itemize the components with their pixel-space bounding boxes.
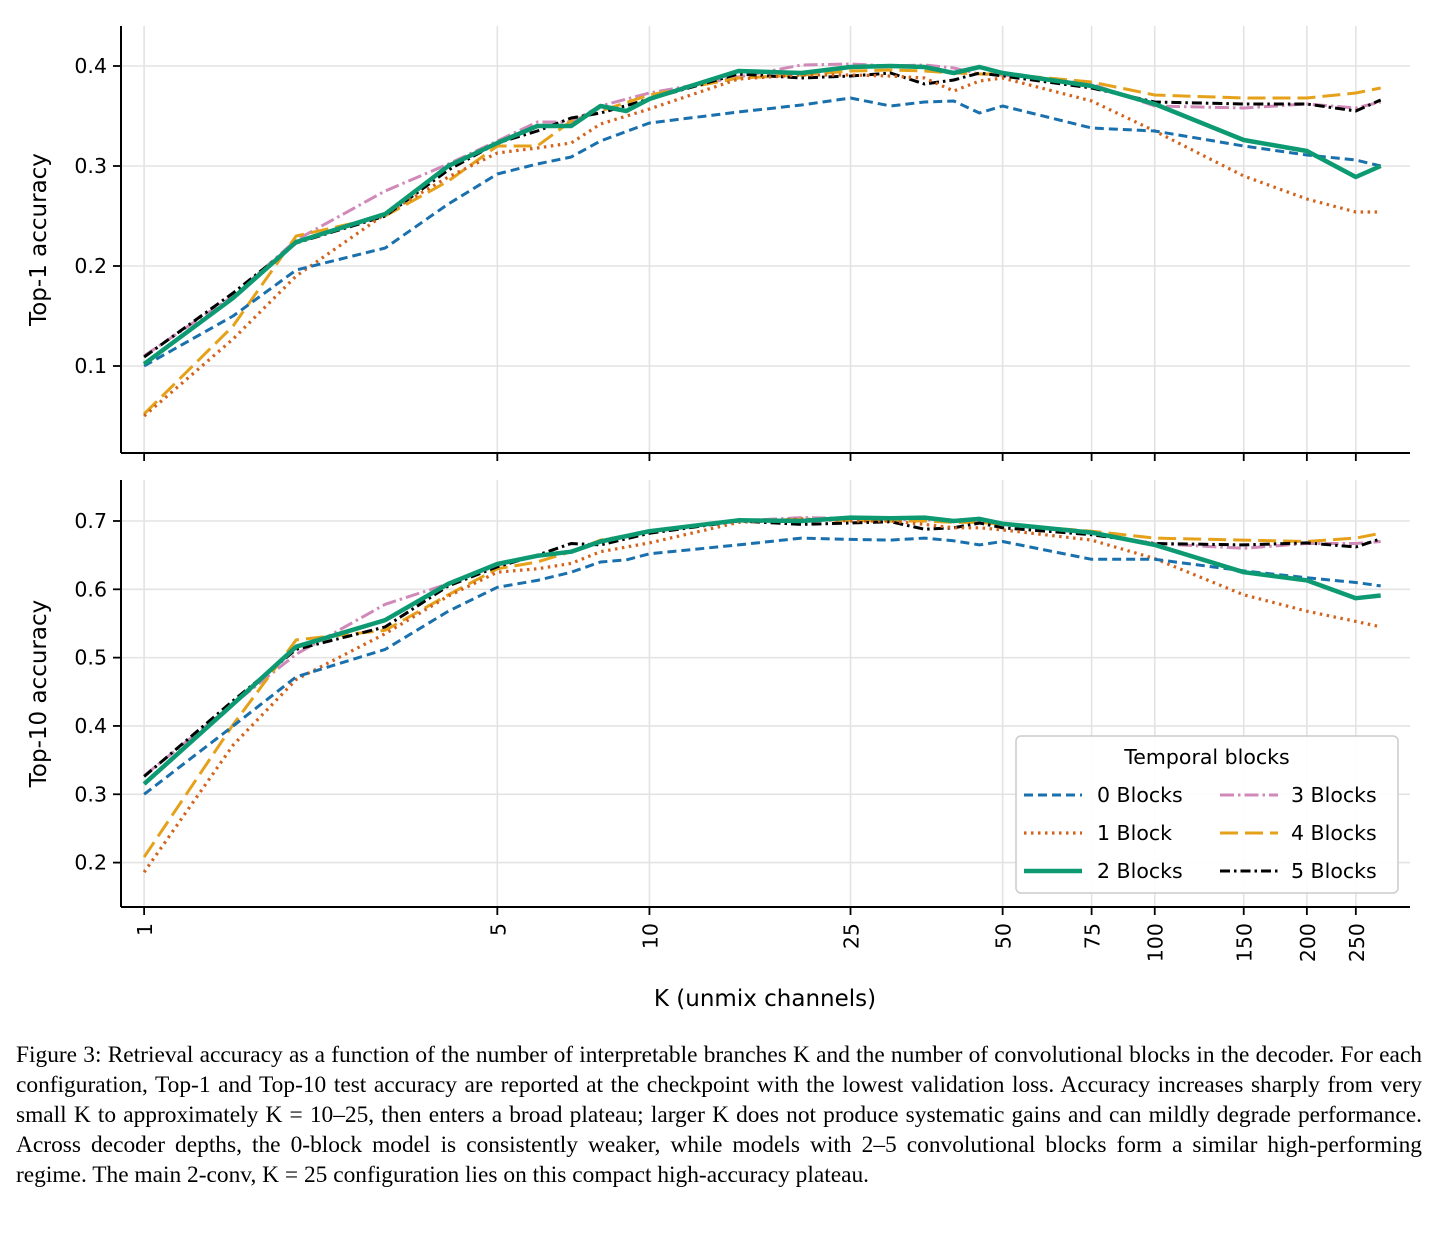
series-line-2-blocks	[142, 515, 1381, 786]
legend-item-5-blocks: 5 Blocks	[1220, 859, 1377, 883]
x-tick-label: 5	[486, 923, 510, 936]
x-tick-label: 200	[1296, 923, 1320, 962]
x-axis-label-text: K (unmix channels)	[654, 986, 876, 1012]
legend-label: 1 Block	[1097, 821, 1172, 845]
x-tick-label: 75	[1081, 923, 1105, 949]
figure-caption: Figure 3: Retrieval accuracy as a functi…	[16, 1040, 1422, 1190]
legend-item-2-blocks: 2 Blocks	[1024, 859, 1183, 883]
x-tick-label: 25	[840, 923, 864, 949]
series-line-3-blocks	[143, 62, 1382, 358]
y-tick-label: 0.7	[74, 509, 107, 533]
legend-label: 5 Blocks	[1291, 859, 1377, 883]
series-line-5-blocks	[143, 519, 1382, 778]
x-tick-label: 100	[1144, 923, 1168, 962]
caption-text: Retrieval accuracy as a function of the …	[16, 1042, 1422, 1188]
y-tick-label: 0.2	[74, 851, 107, 875]
legend-frame	[1015, 735, 1399, 894]
series-line-1-block	[143, 73, 1381, 418]
x-tick-label: 50	[992, 923, 1016, 949]
y-axis-label: Top-1 accuracy	[26, 153, 52, 327]
legend-item-0-blocks: 0 Blocks	[1024, 783, 1183, 807]
y-tick-label: 0.6	[74, 577, 107, 601]
top10-accuracy-panel: 0.2 0.3 0.4 0.5 0.6 0.7 1 5 10 25 50 75 100 150 200 250…	[26, 480, 1410, 962]
y-tick-label: 0.4	[74, 714, 107, 738]
series-line-0-blocks	[143, 536, 1381, 796]
x-tick-label: 10	[638, 923, 662, 949]
series-line-4-blocks	[143, 68, 1381, 416]
y-tick-label: 0.1	[74, 354, 107, 378]
y-tick-label: 0.3	[74, 782, 107, 806]
caption-label: Figure 3:	[16, 1042, 102, 1068]
legend-label: 2 Blocks	[1097, 859, 1183, 883]
x-tick-label: 150	[1233, 923, 1257, 962]
series-line-0-blocks	[143, 96, 1382, 368]
x-tick-label: 250	[1345, 923, 1369, 962]
series-lines	[142, 515, 1382, 874]
series-line-1-block	[142, 517, 1382, 874]
y-tick-label: 0.2	[74, 254, 107, 278]
legend-title: Temporal blocks	[1123, 745, 1289, 769]
legend-item-3-blocks: 3 Blocks	[1220, 783, 1377, 807]
x-axis-label: K (unmix channels)	[654, 986, 876, 1012]
legend-label: 3 Blocks	[1291, 783, 1377, 807]
y-axis-label: Top-10 accuracy	[26, 600, 52, 788]
grid	[121, 26, 1410, 453]
legend: Temporal blocks 0 Blocks 1 Block 2 Blocks 3 …	[1015, 735, 1399, 894]
legend-label: 0 Blocks	[1097, 783, 1183, 807]
legend-label: 4 Blocks	[1291, 821, 1377, 845]
y-tick-label: 0.4	[74, 54, 107, 78]
y-tick-label: 0.3	[74, 154, 107, 178]
y-tick-label: 0.5	[74, 646, 107, 670]
legend-item-1-block: 1 Block	[1024, 821, 1172, 845]
top1-accuracy-panel: 0.1 0.2 0.3 0.4 Top-1 accuracy	[26, 26, 1410, 461]
legend-item-4-blocks: 4 Blocks	[1220, 821, 1377, 845]
series-lines	[142, 62, 1382, 418]
series-line-5-blocks	[143, 71, 1382, 359]
x-tick-label: 1	[133, 923, 157, 936]
series-line-2-blocks	[142, 63, 1382, 366]
